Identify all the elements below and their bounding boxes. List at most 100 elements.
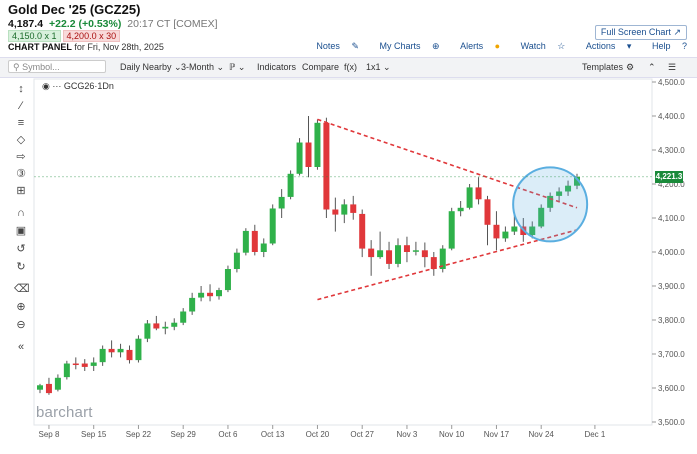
zoom-in-icon[interactable]: ⊕: [16, 301, 26, 313]
candle-body: [484, 199, 491, 225]
candle-type-icon: ℙ: [229, 62, 236, 72]
fibonacci-tool-icon[interactable]: ≡: [17, 117, 25, 129]
candle-body: [565, 185, 572, 192]
watch-link[interactable]: Watch ☆: [512, 41, 566, 51]
counter-tool-icon[interactable]: ③: [16, 168, 26, 180]
y-tick-label: 4,300.0: [658, 146, 685, 155]
help-link[interactable]: Help ?: [643, 41, 687, 51]
triangle-upper-trendline: [317, 118, 578, 209]
candle-body: [368, 248, 375, 258]
candle-body: [395, 245, 401, 264]
symbol-search-input[interactable]: ⚲ Symbol...: [8, 60, 106, 73]
candle-body: [574, 176, 580, 186]
chart-type-select[interactable]: ℙ ⌄: [229, 62, 245, 73]
x-tick-label: Nov 24: [529, 430, 555, 439]
candle-body: [314, 122, 321, 167]
y-tick-label: 3,500.0: [658, 418, 685, 427]
collapse-icon[interactable]: ⌃: [648, 62, 656, 72]
last-price: 4,187.4: [8, 18, 44, 30]
alerts-label: Alerts: [460, 41, 484, 51]
candle-body: [99, 348, 106, 363]
candle-body: [117, 348, 124, 353]
layout-select[interactable]: 1x1 ⌄: [366, 62, 391, 73]
candle-body: [162, 326, 169, 329]
chevron-down-icon: ⌄: [237, 62, 246, 72]
candle-body: [242, 230, 249, 253]
candle-body: [538, 207, 545, 227]
candle-body: [224, 269, 231, 291]
candle-body: [493, 224, 500, 239]
templates-button[interactable]: Templates: [582, 62, 624, 72]
candle-body: [475, 187, 482, 200]
quote-header: Gold Dec '25 (GCZ25) 4,187.4 +22.2 (+0.5…: [0, 0, 697, 56]
alerts-link[interactable]: Alerts ●: [451, 41, 500, 51]
candle-body: [144, 323, 151, 339]
range-label: 3-Month: [181, 62, 215, 72]
x-tick-label: Nov 10: [439, 430, 465, 439]
candle-body: [251, 230, 258, 252]
candle-body: [350, 204, 357, 213]
x-tick-label: Sep 15: [81, 430, 107, 439]
my-charts-label: My Charts: [379, 41, 421, 51]
bid-ask: 4,150.0 x 1 4,200.0 x 30: [8, 30, 121, 42]
drawing-tools: ↕ ∕ ≡ ◇ ⇨ ③ ⊞ ∩ ▣ ↺ ↻ ⌫ ⊕ ⊖ «: [0, 78, 34, 438]
x-tick-label: Sep 22: [126, 430, 152, 439]
candle-body: [54, 377, 61, 390]
full-screen-chart-button[interactable]: Full Screen Chart ↗: [594, 25, 687, 40]
y-tick-label: 4,500.0: [658, 78, 685, 87]
candle-body: [359, 213, 366, 249]
candle-body: [502, 231, 509, 239]
shape-tool-icon[interactable]: ◇: [16, 134, 26, 146]
collapse-toolbar-icon[interactable]: «: [17, 341, 25, 353]
candle-body: [189, 297, 196, 312]
candle-body: [511, 226, 518, 232]
candle-body: [430, 257, 437, 269]
range-select[interactable]: 3-Month ⌄: [181, 62, 224, 73]
lock-icon[interactable]: ▣: [15, 225, 27, 237]
layout-label: 1x1: [366, 62, 381, 72]
star-icon: ☆: [557, 41, 566, 51]
actions-menu[interactable]: Actions ▾: [577, 41, 632, 51]
plus-circle-icon: ⊕: [432, 41, 440, 51]
legend-interval: 1Dn: [97, 81, 114, 91]
candle-body: [90, 362, 97, 366]
candle-body: [547, 195, 554, 208]
gear-icon[interactable]: ⚙: [626, 62, 635, 72]
eye-icon[interactable]: ◉: [42, 81, 50, 91]
fx-button[interactable]: f(x): [344, 62, 357, 72]
period-label: Daily Nearby: [120, 62, 172, 72]
top-links: Notes ✎ My Charts ⊕ Alerts ● Watch ☆ Act…: [298, 41, 687, 52]
candle-body: [403, 245, 410, 252]
symbol-placeholder: Symbol...: [22, 62, 60, 72]
x-tick-label: Nov 3: [396, 430, 417, 439]
last-price-tag: 4,221.3: [655, 170, 683, 183]
notes-link[interactable]: Notes ✎: [307, 41, 359, 51]
trash-icon[interactable]: ⌫: [14, 283, 30, 295]
actions-label: Actions: [585, 41, 616, 51]
x-tick-label: Oct 13: [261, 430, 285, 439]
chevron-down-icon: ⌄: [383, 62, 391, 72]
my-charts-link[interactable]: My Charts ⊕: [371, 41, 440, 51]
period-select[interactable]: Daily Nearby ⌄: [120, 62, 182, 73]
trendline-tool-icon[interactable]: ∕: [20, 100, 22, 112]
arrow-tool-icon[interactable]: ⇨: [16, 151, 26, 163]
zoom-out-icon[interactable]: ⊖: [16, 319, 26, 331]
candle-body: [278, 196, 285, 209]
candle-body: [323, 122, 330, 210]
redo-icon[interactable]: ↻: [16, 261, 26, 273]
crosshair-icon[interactable]: ↕: [18, 83, 24, 95]
candle-body: [412, 250, 419, 252]
panel-date: for Fri, Nov 28th, 2025: [74, 42, 164, 52]
pattern-tool-icon[interactable]: ⊞: [16, 185, 26, 197]
compare-button[interactable]: Compare: [302, 62, 340, 72]
magnet-icon[interactable]: ∩: [17, 207, 25, 219]
candle-body: [63, 363, 70, 378]
indicators-button[interactable]: Indicators: [257, 62, 297, 72]
candle-body: [386, 250, 393, 264]
undo-icon[interactable]: ↺: [16, 243, 26, 255]
menu-icon[interactable]: ☰: [668, 62, 677, 72]
y-tick-label: 3,800.0: [658, 316, 685, 325]
notes-label: Notes: [316, 41, 340, 51]
bid-badge: 4,150.0 x 1: [8, 30, 61, 42]
